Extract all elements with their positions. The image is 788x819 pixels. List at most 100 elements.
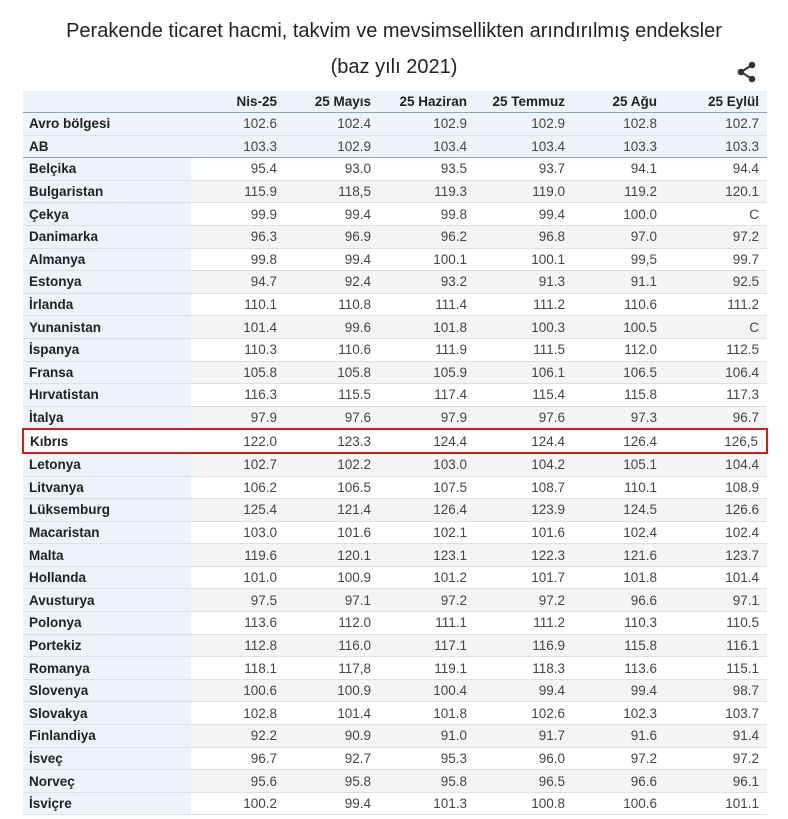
table-row: Slovakya 102.8 101.4 101.8 102.6 102.3 103.7 xyxy=(23,701,767,726)
row-label: İsviçre xyxy=(23,792,191,816)
column-header: 25 Eylül xyxy=(665,91,767,113)
table-cell: 120.1 xyxy=(285,543,379,567)
table-cell: 97.5 xyxy=(191,588,285,613)
column-header: 25 Temmuz xyxy=(475,91,573,113)
table-cell: 95.3 xyxy=(379,747,475,771)
table-cell: 102.4 xyxy=(665,521,767,545)
table-cell: 122.3 xyxy=(475,543,573,567)
table-cell: 110.5 xyxy=(665,611,767,635)
table-cell: 105.9 xyxy=(379,361,475,385)
row-label: Almanya xyxy=(23,248,191,272)
table-cell: 102.4 xyxy=(573,521,665,545)
table-cell: 98.7 xyxy=(665,679,767,703)
table-cell: 110.3 xyxy=(191,338,285,362)
table-cell: 112.8 xyxy=(191,634,285,658)
table-cell: 103.3 xyxy=(665,135,767,159)
table-cell: 113.6 xyxy=(573,656,665,680)
table-cell: 117.3 xyxy=(665,383,767,407)
row-label: Danimarka xyxy=(23,225,191,249)
row-label: Slovakya xyxy=(23,701,191,726)
table-cell: 111.2 xyxy=(475,611,573,635)
table-cell: 126.4 xyxy=(379,498,475,522)
table-cell: 99.7 xyxy=(665,248,767,272)
table-cell: 106.1 xyxy=(475,361,573,385)
table-cell: 101.2 xyxy=(379,566,475,590)
table-row: Yunanistan 101.4 99.6 101.8 100.3 100.5 C xyxy=(23,315,767,339)
table-cell: 99.4 xyxy=(475,679,573,703)
highlighted-table-row: Kıbrıs 122.0 123.3 124.4 124.4 126.4 126,5 xyxy=(22,428,768,454)
table-cell: 106.5 xyxy=(573,361,665,385)
row-label: Lüksemburg xyxy=(23,498,191,522)
table-cell: 103.4 xyxy=(475,135,573,159)
table-cell: 103.3 xyxy=(191,135,285,159)
table-cell: 97.6 xyxy=(475,406,573,430)
table-cell: 91.1 xyxy=(573,270,665,294)
table-cell: 91.3 xyxy=(475,270,573,294)
row-label: Romanya xyxy=(23,656,191,680)
table-cell: 117.1 xyxy=(379,634,475,658)
table-cell: 123.7 xyxy=(665,543,767,567)
table-cell: 118,5 xyxy=(285,180,379,204)
table-cell: 100.1 xyxy=(475,248,573,272)
table-cell: 97.2 xyxy=(665,225,767,249)
table-cell: 105.8 xyxy=(285,361,379,385)
table-cell: 96.5 xyxy=(475,769,573,793)
row-label: Macaristan xyxy=(23,521,191,545)
table-row: Fransa 105.8 105.8 105.9 106.1 106.5 106.4 xyxy=(23,361,767,385)
table-cell: 97.1 xyxy=(665,588,767,613)
table-row: İsviçre 100.2 99.4 101.3 100.8 100.6 101.1 xyxy=(23,792,767,816)
table-cell: 117,8 xyxy=(285,656,379,680)
row-label: Kıbrıs xyxy=(22,428,191,454)
table-cell: 96.8 xyxy=(475,225,573,249)
share-icon[interactable] xyxy=(736,61,758,83)
table-row: Slovenya 100.6 100.9 100.4 99.4 99.4 98.7 xyxy=(23,679,767,703)
table-cell: 99.4 xyxy=(475,202,573,226)
table-cell: 102.9 xyxy=(285,135,379,159)
table-cell: 122.0 xyxy=(191,428,285,454)
row-label: Hollanda xyxy=(23,566,191,590)
table-cell: 101.6 xyxy=(285,521,379,545)
table-cell: 105.8 xyxy=(191,361,285,385)
table-cell: 100.0 xyxy=(573,202,665,226)
retail-trade-table: Nis-25 25 Mayıs 25 Haziran 25 Temmuz 25 Ağu 2… xyxy=(22,91,768,816)
row-label: Portekiz xyxy=(23,634,191,658)
table-cell: 97.1 xyxy=(285,588,379,613)
table-cell: 91.6 xyxy=(573,724,665,748)
table-header-row: Nis-25 25 Mayıs 25 Haziran 25 Temmuz 25 Ağu 2… xyxy=(23,91,767,113)
table-cell: 99.8 xyxy=(191,248,285,272)
table-cell: 102.9 xyxy=(379,112,475,136)
column-header: 25 Mayıs xyxy=(285,91,379,113)
column-header: 25 Haziran xyxy=(379,91,475,113)
table-cell: C xyxy=(665,202,767,226)
table-cell: 101.8 xyxy=(573,566,665,590)
table-cell: 101.8 xyxy=(379,701,475,726)
table-cell: 110.6 xyxy=(573,293,665,317)
row-label: Belçika xyxy=(23,157,191,181)
table-cell: 96.9 xyxy=(285,225,379,249)
table-cell: 100.6 xyxy=(191,679,285,703)
table-cell: 115.9 xyxy=(191,180,285,204)
table-cell: 96.7 xyxy=(665,406,767,430)
table-cell: 94.1 xyxy=(573,157,665,181)
chart-subtitle: (baz yılı 2021) xyxy=(330,56,458,78)
table-cell: 110.6 xyxy=(285,338,379,362)
table-cell: 99.4 xyxy=(285,202,379,226)
table-cell: 115.8 xyxy=(573,634,665,658)
table-cell: 106.4 xyxy=(665,361,767,385)
table-cell: 101.4 xyxy=(665,566,767,590)
table-row: Hırvatistan 116.3 115.5 117.4 115.4 115.8 117.… xyxy=(23,383,767,407)
table-cell: 124.4 xyxy=(379,428,475,454)
table-cell: 111.2 xyxy=(665,293,767,317)
table-cell: 121.4 xyxy=(285,498,379,522)
table-cell: 93.7 xyxy=(475,157,573,181)
table-cell: 107.5 xyxy=(379,476,475,500)
table-row: AB 103.3 102.9 103.4 103.4 103.3 103.3 xyxy=(23,135,767,159)
row-label: Estonya xyxy=(23,270,191,294)
table-row: Litvanya 106.2 106.5 107.5 108.7 110.1 108.9 xyxy=(23,476,767,500)
table-cell: 100.1 xyxy=(379,248,475,272)
table-cell: 102.6 xyxy=(475,701,573,726)
table-cell: 91.4 xyxy=(665,724,767,748)
table-cell: 102.9 xyxy=(475,112,573,136)
table-cell: 110.8 xyxy=(285,293,379,317)
table-cell: 119.0 xyxy=(475,180,573,204)
